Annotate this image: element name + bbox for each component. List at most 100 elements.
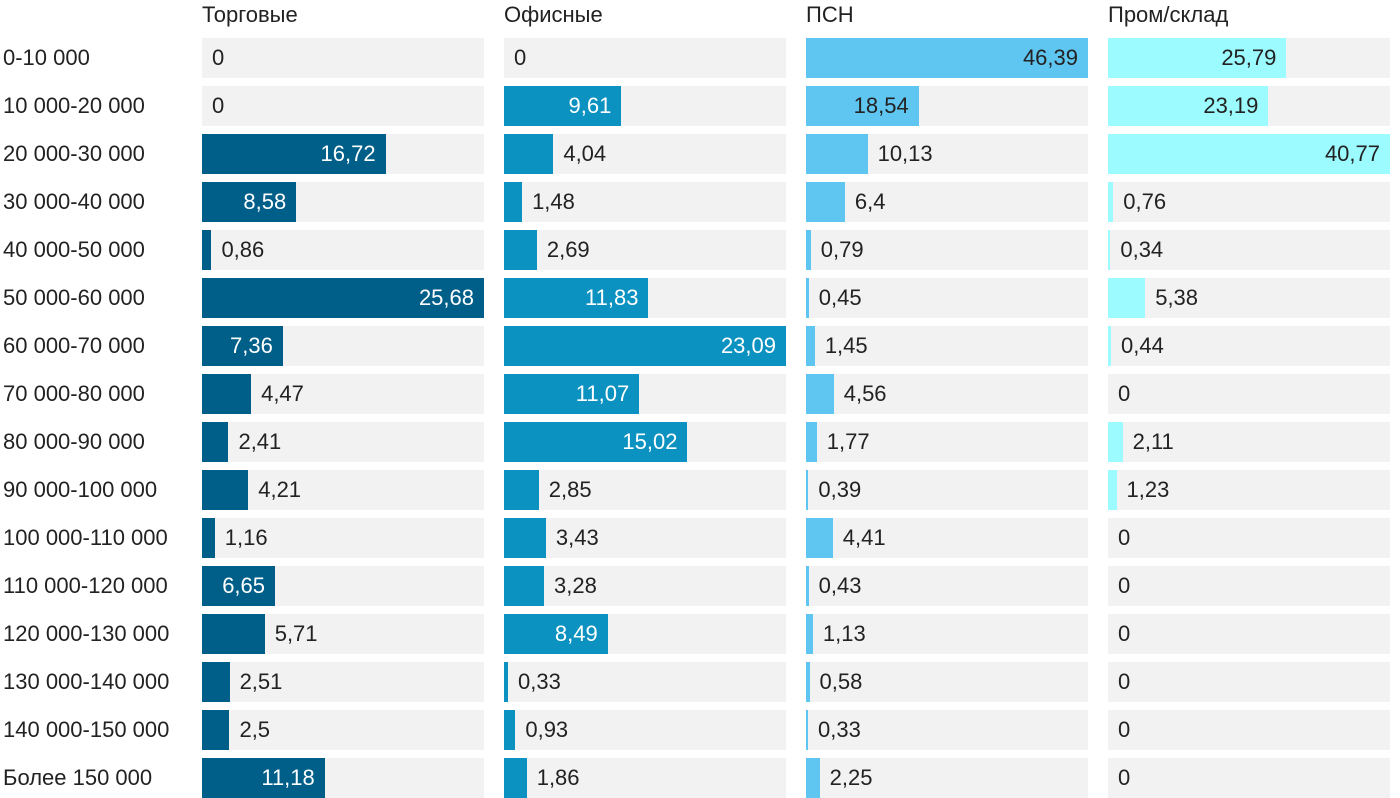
value-label: 1,23 (1126, 477, 1170, 502)
bar (202, 182, 297, 222)
value-label: 1,45 (824, 333, 868, 358)
bar-track: 4,47 (202, 374, 484, 414)
column-title: ПСН (806, 2, 854, 27)
value-label: 3,28 (554, 573, 597, 598)
bar (1108, 38, 1287, 78)
value-label: 0 (1118, 765, 1131, 790)
bar-track: 18,54 (806, 86, 1088, 126)
value-label: 2,85 (548, 477, 592, 502)
bar-track: 1,16 (202, 518, 484, 558)
value-label: 1,77 (826, 429, 870, 454)
value-label: 0 (1118, 381, 1131, 406)
bar (202, 758, 325, 798)
value-label: 0,45 (818, 285, 862, 310)
value-label: 4,56 (843, 381, 887, 406)
row-label: 80 000-90 000 (3, 429, 145, 454)
value-label: 6,65 (222, 573, 266, 598)
bar-track: 0,34 (1108, 230, 1390, 270)
bar (504, 182, 523, 222)
bar-track: 40,77 (1108, 134, 1390, 174)
value-label: 0,34 (1120, 237, 1164, 262)
bar (1108, 326, 1112, 366)
bar-track: 11,18 (202, 758, 484, 798)
bar (504, 470, 539, 510)
bar-track: 23,09 (504, 326, 786, 366)
bar-track: 25,68 (202, 278, 484, 318)
row-label: 40 000-50 000 (3, 237, 145, 262)
value-label: 40,77 (1324, 141, 1380, 166)
row-label: 130 000-140 000 (3, 669, 170, 694)
bar (202, 278, 484, 318)
bar (202, 134, 386, 174)
bar (806, 422, 817, 462)
value-label: 2,69 (546, 237, 590, 262)
value-label: 2,5 (239, 717, 271, 742)
bar-track: 0 (1108, 374, 1390, 414)
row-label: Более 150 000 (3, 765, 153, 790)
row-label: 0-10 000 (3, 45, 90, 70)
bar (202, 518, 215, 558)
bar-track: 0,33 (504, 662, 786, 702)
bar-track: 0 (202, 38, 484, 78)
bar-track: 8,49 (504, 614, 786, 654)
value-label: 25,68 (418, 285, 474, 310)
bar (202, 662, 230, 702)
bar-track: 0 (1108, 614, 1390, 654)
value-label: 25,79 (1221, 45, 1277, 70)
value-label: 0 (212, 93, 225, 118)
value-label: 3,43 (555, 525, 599, 550)
bar (1108, 470, 1117, 510)
value-label: 23,09 (720, 333, 776, 358)
bar (504, 278, 649, 318)
value-label: 2,25 (829, 765, 873, 790)
bar-track: 23,19 (1108, 86, 1390, 126)
row-label: 60 000-70 000 (3, 333, 145, 358)
value-label: 0 (1118, 717, 1131, 742)
value-label: 0,93 (525, 717, 569, 742)
bar (806, 374, 834, 414)
bar-track: 46,39 (806, 38, 1088, 78)
bar (1108, 182, 1114, 222)
bar (806, 38, 1088, 78)
bar (1108, 278, 1146, 318)
value-label: 0 (1118, 669, 1131, 694)
bar-track: 2,69 (504, 230, 786, 270)
bar-track: 0,39 (806, 470, 1088, 510)
value-label: 4,21 (258, 477, 302, 502)
bar-track: 0 (1108, 758, 1390, 798)
bar-track: 2,51 (202, 662, 484, 702)
value-label: 0,33 (818, 717, 861, 742)
bar (504, 134, 554, 174)
value-label: 46,39 (1022, 45, 1078, 70)
bar (806, 86, 919, 126)
value-label: 8,58 (243, 189, 287, 214)
bar (202, 470, 249, 510)
value-label: 5,71 (274, 621, 318, 646)
bar-track: 10,13 (806, 134, 1088, 174)
column-title: Пром/склад (1108, 2, 1229, 27)
bar (806, 470, 809, 510)
bar-track: 1,77 (806, 422, 1088, 462)
bar-track: 0,44 (1108, 326, 1390, 366)
value-label: 0,58 (819, 669, 863, 694)
value-label: 2,51 (239, 669, 283, 694)
value-label: 0 (212, 45, 225, 70)
bar (504, 758, 527, 798)
bar-track: 0 (1108, 566, 1390, 606)
row-label: 50 000-60 000 (3, 285, 145, 310)
value-label: 4,47 (261, 381, 304, 406)
bar-track: 0 (504, 38, 786, 78)
bar-track: 2,25 (806, 758, 1088, 798)
bar (202, 422, 229, 462)
value-label: 1,86 (536, 765, 580, 790)
row-label: 110 000-120 000 (3, 573, 168, 598)
bar-track: 16,72 (202, 134, 484, 174)
bar (504, 614, 608, 654)
bar (1108, 134, 1390, 174)
bar (202, 710, 230, 750)
bar-track: 0,58 (806, 662, 1088, 702)
bar (202, 614, 265, 654)
row-label: 90 000-100 000 (3, 477, 158, 502)
value-label: 5,38 (1155, 285, 1199, 310)
